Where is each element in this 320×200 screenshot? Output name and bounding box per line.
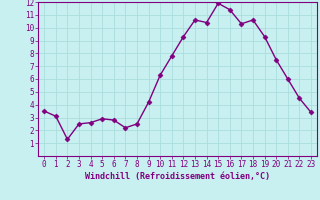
X-axis label: Windchill (Refroidissement éolien,°C): Windchill (Refroidissement éolien,°C): [85, 172, 270, 181]
